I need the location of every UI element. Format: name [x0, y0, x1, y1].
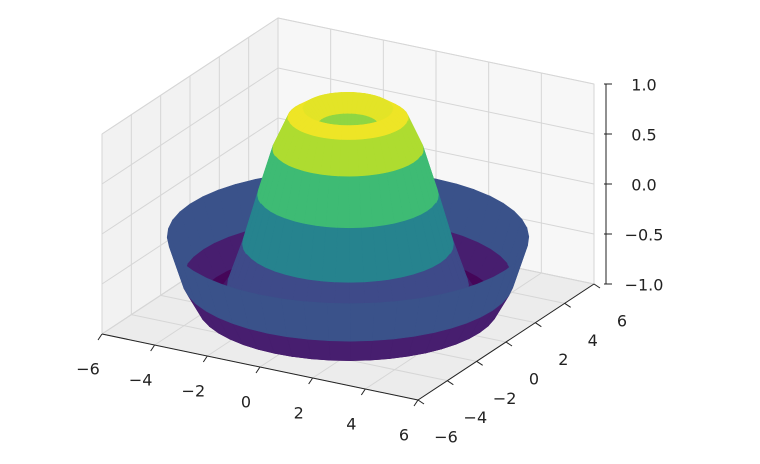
grid-line — [101, 17, 279, 135]
surface-patch — [326, 302, 352, 342]
x-tick-label: 0 — [241, 393, 251, 412]
y-tick-label: −6 — [434, 428, 458, 447]
surface-patch — [348, 176, 362, 229]
grid-line — [277, 67, 595, 135]
x-tick-label: 6 — [399, 426, 409, 445]
surface-patch — [340, 125, 350, 141]
x-tick — [202, 355, 208, 363]
y-tick-label: 4 — [588, 331, 598, 350]
y-tick-label: −2 — [493, 389, 517, 408]
y-tick-label: 2 — [558, 350, 568, 369]
z-tick-label: −0.5 — [625, 226, 664, 245]
y-tick-label: −4 — [464, 408, 488, 427]
surface-patch — [371, 300, 398, 341]
z-tick-label: 0.0 — [631, 176, 656, 195]
z-tick-label: −1.0 — [625, 276, 664, 295]
grid-line — [101, 67, 279, 185]
grid-line — [277, 17, 595, 85]
x-tick-label: 4 — [346, 415, 356, 434]
y-tick-label: 0 — [529, 370, 539, 389]
surface-patch — [349, 340, 373, 361]
x-tick — [255, 366, 261, 374]
z-tick-label: 1.0 — [631, 76, 656, 95]
surface-patch — [350, 302, 375, 342]
x-tick-label: −2 — [182, 382, 206, 401]
z-tick-label: 0.5 — [631, 126, 656, 145]
y-tick — [535, 322, 542, 328]
x-tick-label: 2 — [294, 404, 304, 423]
x-tick — [150, 344, 156, 352]
x-tick — [97, 333, 103, 341]
surface-patch — [349, 227, 364, 284]
x-tick — [360, 388, 366, 396]
y-tick-label: 6 — [617, 312, 627, 331]
axis-line — [101, 333, 419, 401]
surface-patch — [328, 340, 351, 361]
x-tick — [308, 377, 314, 385]
y-tick — [593, 283, 601, 289]
surface-patch — [338, 139, 350, 178]
y-tick — [505, 341, 513, 347]
surface-patch — [307, 338, 331, 361]
x-tick — [413, 399, 419, 407]
y-tick — [417, 399, 425, 405]
x-tick-label: −6 — [76, 360, 100, 379]
surface-patch — [337, 176, 350, 229]
surface-patch — [335, 227, 350, 284]
y-tick — [447, 380, 454, 386]
axis-line — [417, 283, 595, 401]
x-tick-label: −4 — [129, 371, 153, 390]
y-tick — [564, 302, 571, 308]
grid-line — [101, 117, 279, 235]
y-tick — [476, 360, 483, 366]
surface-patch — [303, 301, 330, 342]
